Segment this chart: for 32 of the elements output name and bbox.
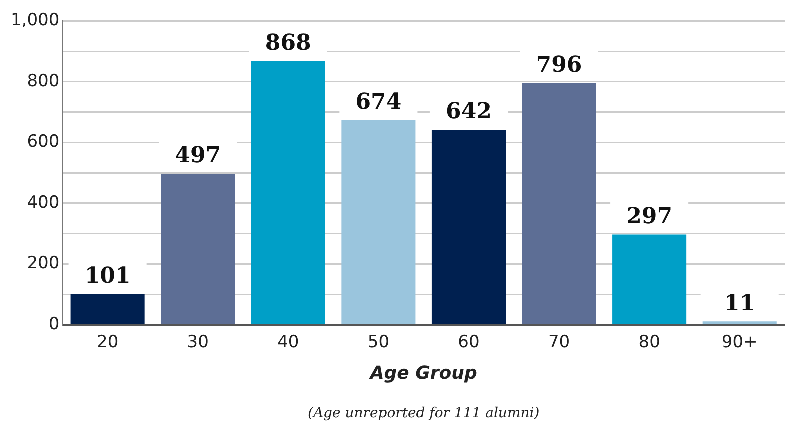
data-label: 297 (626, 203, 673, 230)
x-tick-label: 40 (278, 332, 300, 353)
x-tick-label: 70 (548, 332, 570, 353)
data-label: 101 (84, 263, 131, 290)
data-label: 11 (724, 290, 756, 316)
data-label: 642 (446, 98, 492, 125)
bar (161, 174, 236, 324)
bar (612, 234, 687, 324)
x-tick-label: 20 (96, 332, 119, 353)
bar (522, 83, 596, 324)
x-tick-label: 50 (368, 332, 390, 353)
x-tick-label: 30 (187, 332, 209, 353)
y-tick-label: 800 (27, 71, 60, 92)
bar (432, 130, 506, 324)
data-label: 868 (265, 30, 312, 56)
bar (342, 120, 416, 324)
data-label: 796 (536, 52, 582, 78)
bar (702, 322, 777, 324)
x-axis-title: Age Group (368, 362, 478, 384)
y-tick-label: 1,000 (10, 10, 60, 31)
y-tick-label: 200 (27, 254, 60, 274)
bar (70, 294, 145, 324)
data-label: 674 (356, 88, 402, 115)
y-tick-label: 0 (48, 314, 60, 334)
bar (251, 61, 326, 324)
text: (Age unreported for 111 alumni) (308, 406, 540, 422)
x-tick-label: 60 (458, 332, 480, 353)
data-label: 497 (175, 142, 222, 169)
y-tick-label: 600 (27, 132, 60, 152)
x-tick-label: 80 (638, 332, 660, 353)
x-tick-label: 90+ (722, 332, 758, 353)
y-tick-label: 400 (27, 192, 60, 213)
